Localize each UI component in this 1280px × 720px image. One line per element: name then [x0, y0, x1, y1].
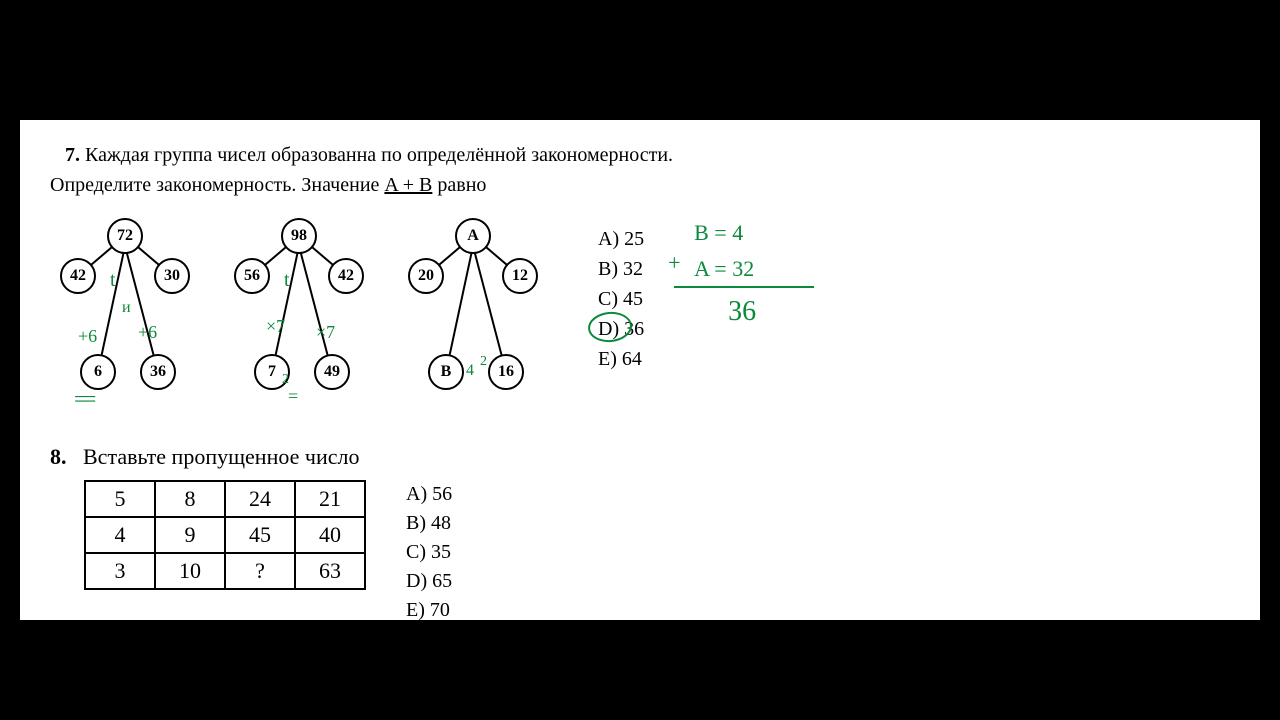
- hand-t1-p6b: +6: [138, 322, 157, 343]
- q7-prompt: 7. Каждая группа чисел образованна по оп…: [50, 140, 1230, 200]
- q8-cA-v: 56: [432, 483, 452, 505]
- hand-t2-eq: =: [288, 386, 298, 407]
- tree1-br: 36: [140, 354, 176, 390]
- q7-cA-v: 25: [624, 228, 644, 250]
- q8-cC-v: 35: [431, 541, 451, 563]
- q7-choice-a: A) 25: [598, 224, 644, 254]
- q8-r1c0: 4: [85, 517, 155, 553]
- q7-choice-b: B) 32: [598, 254, 644, 284]
- q8-cD-v: 65: [432, 570, 452, 592]
- q8-title: Вставьте пропущенное число: [83, 444, 359, 469]
- q8-r2c1: 10: [155, 553, 225, 589]
- q8-r1c1: 9: [155, 517, 225, 553]
- q8-cB-v: 48: [431, 512, 451, 534]
- q7-number: 7.: [65, 144, 80, 166]
- hand-t1-dbl: = =: [74, 386, 92, 412]
- q8-prompt: 8. Вставьте пропущенное число: [50, 444, 1230, 470]
- table-row: 5 8 24 21: [85, 481, 365, 517]
- hand-sum: 36: [728, 296, 756, 328]
- hand-t2-a: ×7: [266, 316, 285, 337]
- tree2-right: 42: [328, 258, 364, 294]
- q7-cE-l: E): [598, 348, 617, 370]
- q8-r0c1: 8: [155, 481, 225, 517]
- hand-t3-a: 4: [466, 362, 474, 380]
- tree3-left: 20: [408, 258, 444, 294]
- table-row: 3 10 ? 63: [85, 553, 365, 589]
- q8-cA: A) 56: [406, 480, 452, 509]
- hand-sumline: [674, 286, 814, 288]
- q7-expr: A + B: [384, 174, 432, 196]
- q8-cA-l: A): [406, 483, 427, 505]
- q8-cC-l: C): [406, 541, 426, 563]
- q8-r2c3: 63: [295, 553, 365, 589]
- tree3-right: 12: [502, 258, 538, 294]
- q7-cB-l: B): [598, 258, 618, 280]
- q8-r1c2: 45: [225, 517, 295, 553]
- hand-t3-b: 2: [480, 354, 487, 370]
- q8-cD-l: D): [406, 570, 427, 592]
- tree-3: A 20 12 B 16 4 2: [398, 214, 548, 404]
- q8-cD: D) 65: [406, 567, 452, 596]
- hand-beq: B = 4: [694, 220, 743, 246]
- tree2-top: 98: [281, 218, 317, 254]
- tree1-left: 42: [60, 258, 96, 294]
- tree-1: 72 42 30 6 36 t и +6 +6 = =: [50, 214, 200, 404]
- q8-cE-l: E): [406, 599, 425, 621]
- tree2-br: 49: [314, 354, 350, 390]
- worksheet-page: 7. Каждая группа чисел образованна по оп…: [20, 120, 1260, 620]
- hand-t2-b: ×7: [316, 322, 335, 343]
- q8-number: 8.: [50, 444, 67, 469]
- table-row: 4 9 45 40: [85, 517, 365, 553]
- q7-choice-e: E) 64: [598, 344, 644, 374]
- hand-t1: t: [110, 269, 116, 292]
- tree1-bl: 6: [80, 354, 116, 390]
- q7-line1: Каждая группа чисел образованна по опред…: [85, 144, 673, 166]
- q8-cE-v: 70: [430, 599, 450, 621]
- q8-cB: B) 48: [406, 509, 452, 538]
- tree1-top: 72: [107, 218, 143, 254]
- hand-t1-p6a: +6: [78, 326, 97, 347]
- q8-cB-l: B): [406, 512, 426, 534]
- q7-line2a: Определите закономерность. Значение: [50, 174, 384, 196]
- q8-r2c0: 3: [85, 553, 155, 589]
- q8-r0c0: 5: [85, 481, 155, 517]
- tree1-right: 30: [154, 258, 190, 294]
- q8-r0c2: 24: [225, 481, 295, 517]
- hand-plus: +: [668, 250, 680, 276]
- q8-r0c3: 21: [295, 481, 365, 517]
- q7-cA-l: A): [598, 228, 619, 250]
- tree-2: 98 56 42 7 49 t ×7 ×7 2 =: [224, 214, 374, 404]
- tree3-br: 16: [488, 354, 524, 390]
- q7-choice-c: C) 45: [598, 284, 644, 314]
- q8-table: 5 8 24 21 4 9 45 40 3 10 ? 63: [84, 480, 366, 590]
- q7-cC-v: 45: [623, 288, 643, 310]
- q8-body: 5 8 24 21 4 9 45 40 3 10 ? 63 A) 56 B) 4…: [84, 480, 1230, 625]
- q7-choices: A) 25 B) 32 C) 45 D) 36 E) 64: [598, 224, 644, 374]
- q7-body: 72 42 30 6 36 t и +6 +6 = = 98: [50, 214, 1230, 404]
- hand-t1b: и: [122, 299, 131, 317]
- tree3-bl: B: [428, 354, 464, 390]
- q7-cB-v: 32: [623, 258, 643, 280]
- q8-cE: E) 70: [406, 596, 452, 625]
- q8-cC: C) 35: [406, 538, 452, 567]
- q7-trees: 72 42 30 6 36 t и +6 +6 = = 98: [50, 214, 548, 404]
- q8-choices: A) 56 B) 48 C) 35 D) 65 E) 70: [406, 480, 452, 625]
- tree3-top: A: [455, 218, 491, 254]
- hand-aeq: A = 32: [694, 256, 754, 282]
- hand-t2: t: [284, 269, 290, 292]
- q7-cE-v: 64: [622, 348, 642, 370]
- q7-cC-l: C): [598, 288, 618, 310]
- q8-r1c3: 40: [295, 517, 365, 553]
- q7-line2c: равно: [432, 174, 486, 196]
- tree2-left: 56: [234, 258, 270, 294]
- q8-r2c2: ?: [225, 553, 295, 589]
